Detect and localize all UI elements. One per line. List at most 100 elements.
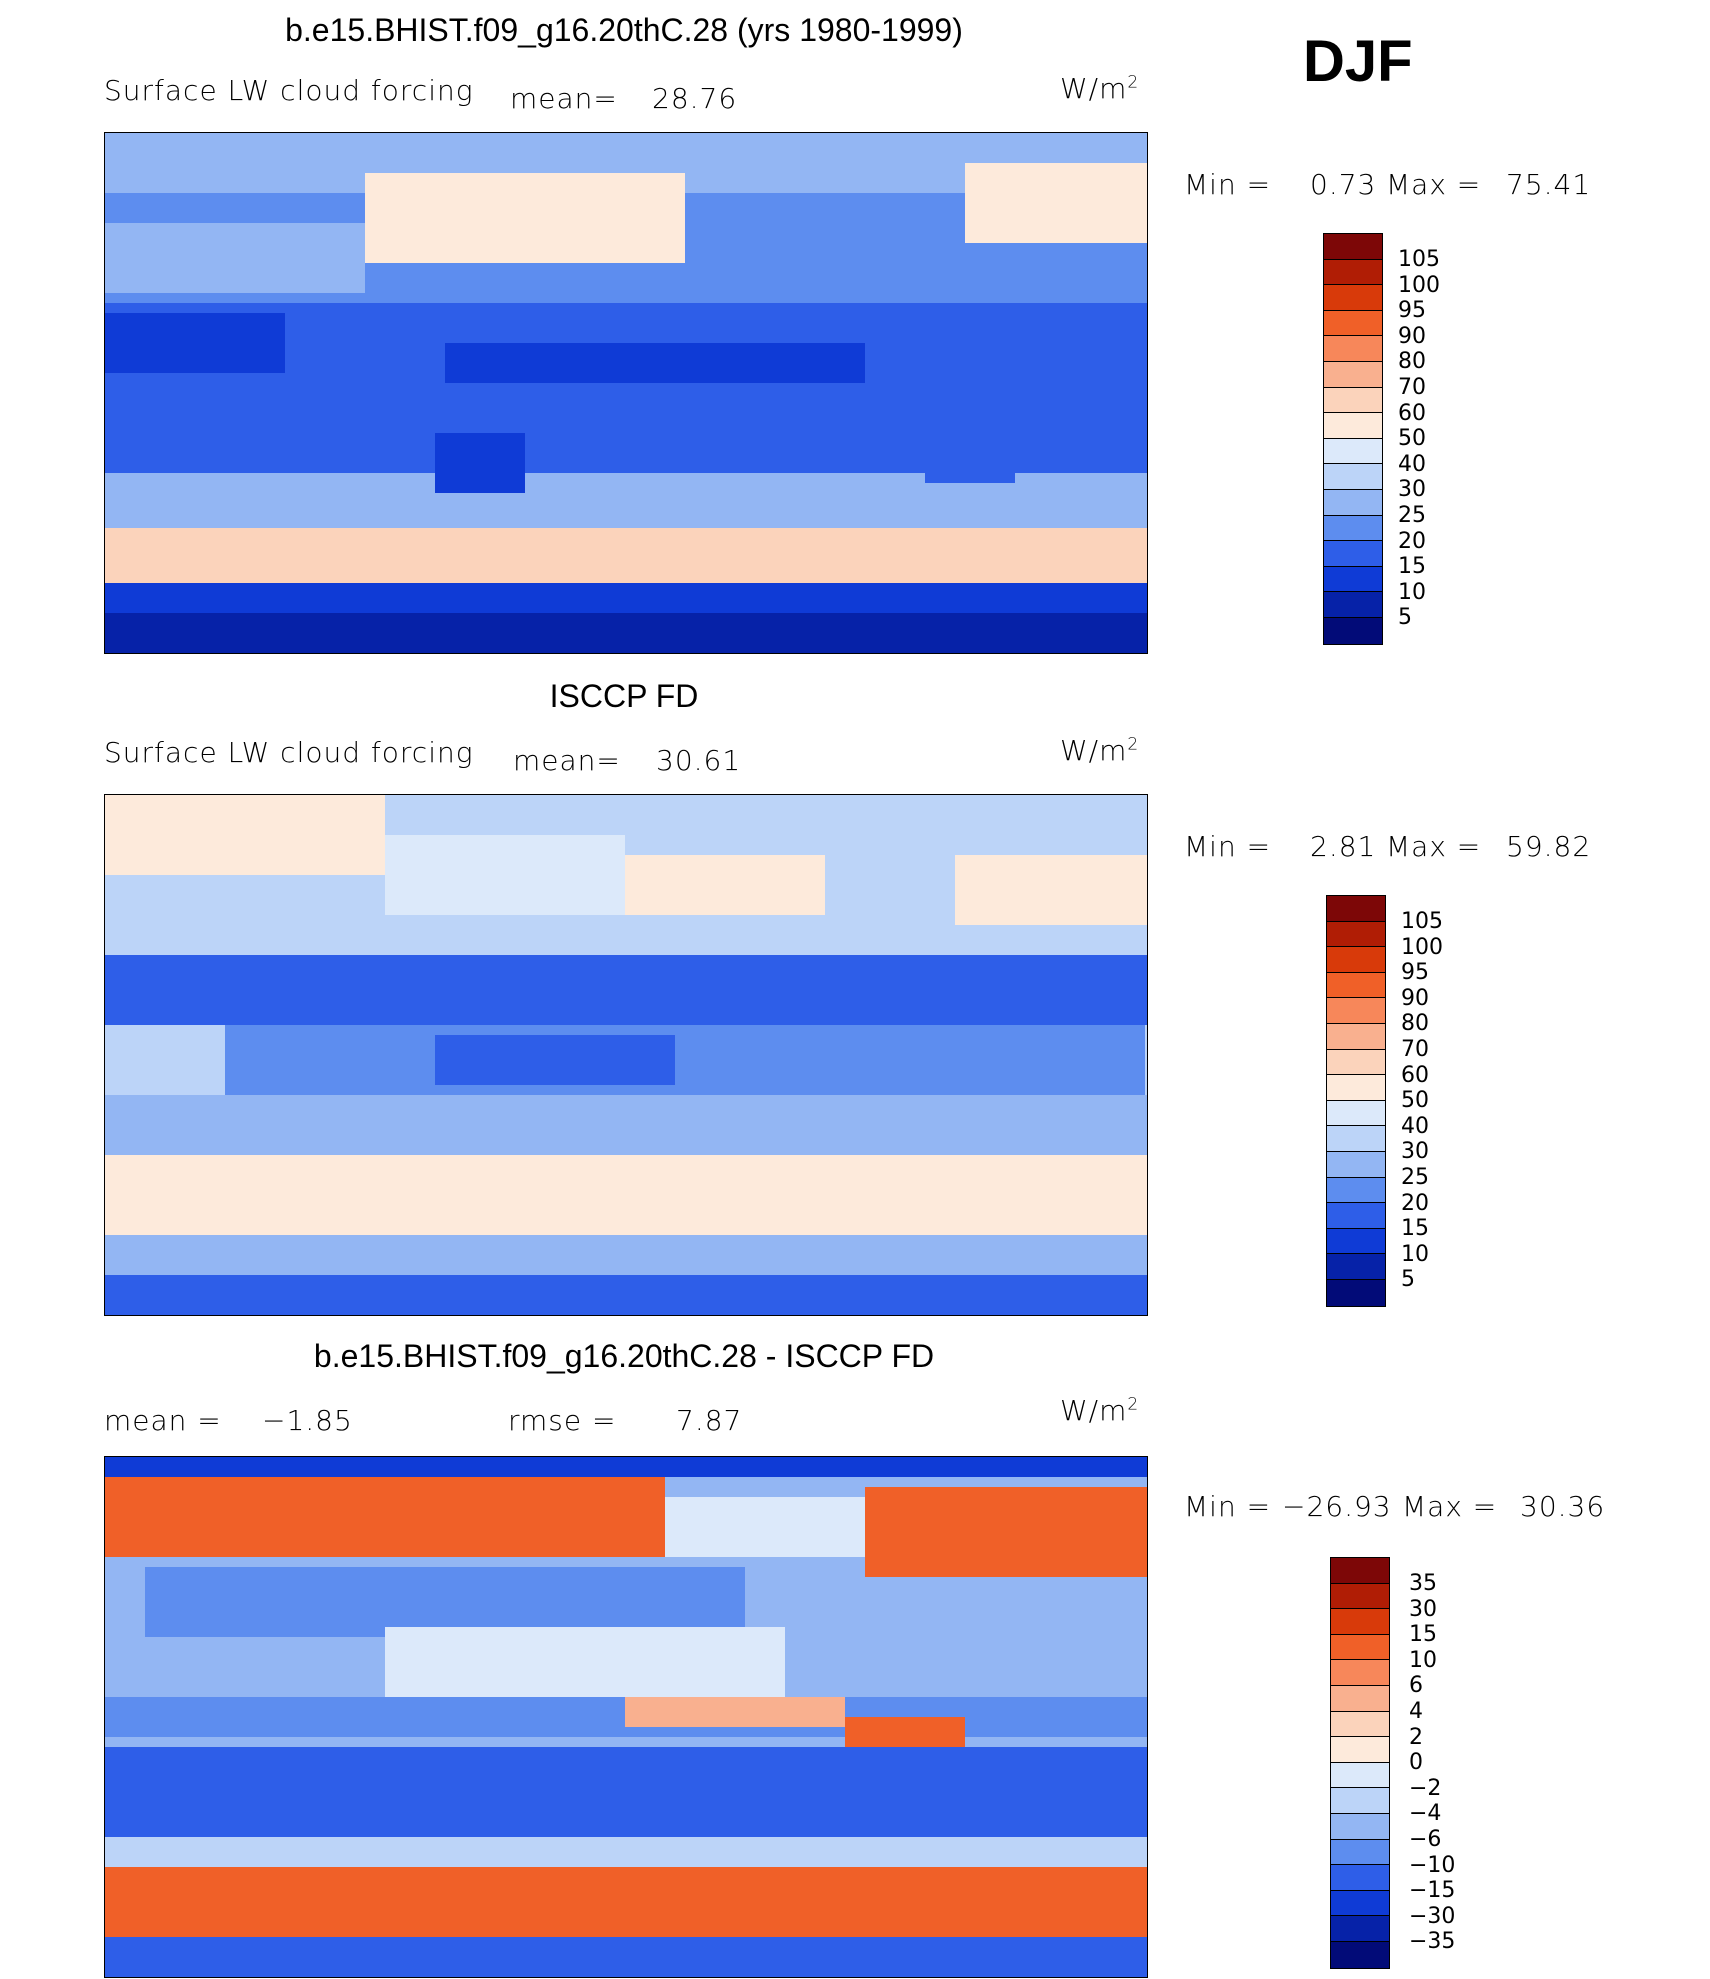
colorbar-tick-label: 10 [1401,1241,1429,1267]
colorbar-swatch [1331,1813,1389,1840]
panel3-max-value: 30.36 [1520,1490,1606,1523]
colorbar-tick-label: −2 [1409,1775,1442,1801]
colorbar-swatch [1327,1049,1385,1076]
colorbar-swatch [1327,998,1385,1024]
colorbar-swatch [1327,1023,1385,1050]
colorbar-swatch [1324,566,1382,593]
colorbar-tick-label: 0 [1409,1750,1423,1776]
panel2-map [104,794,1148,1316]
colorbar-swatch [1324,310,1382,337]
colorbar-swatch [1324,413,1382,439]
panel3-min-value: −26.93 [1282,1490,1392,1523]
panel2-colorbar-ticks: 105 100 95 90 80 70 60 50 40 30 25 20 15 10 5 [1401,909,1443,1293]
colorbar-swatch [1324,285,1382,311]
panel2-max-label: Max = [1386,830,1482,863]
panel3-units: W/m2 [1060,1394,1140,1427]
colorbar-tick-label: 15 [1398,554,1426,580]
colorbar-swatch [1327,947,1385,973]
colorbar-tick-label: 50 [1398,426,1426,452]
panel2-mean-value: 30.61 [656,744,742,777]
panel1-units: W/m2 [1060,72,1140,105]
colorbar-tick-label: 80 [1398,349,1426,375]
panel2-title: ISCCP FD [549,678,699,714]
colorbar-tick-label: 30 [1398,477,1426,503]
colorbar-swatch [1327,896,1385,922]
colorbar-swatch [1327,1126,1385,1152]
colorbar-tick-label: −30 [1409,1903,1456,1929]
colorbar-tick-label: 15 [1401,1216,1429,1242]
colorbar-swatch [1324,234,1382,260]
panel3-min-label: Min = [1184,1490,1272,1523]
colorbar-swatch [1324,464,1382,490]
colorbar-swatch [1331,1634,1389,1661]
colorbar-swatch [1331,1890,1389,1917]
colorbar-tick-label: 20 [1398,528,1426,554]
colorbar-swatch [1327,1203,1385,1229]
colorbar-swatch [1324,617,1382,644]
panel1-max-value: 75.41 [1506,168,1592,201]
colorbar-swatch [1327,1100,1385,1127]
panel2-min-label: Min = [1184,830,1272,863]
colorbar-swatch [1327,1228,1385,1255]
colorbar-swatch [1331,1558,1389,1584]
colorbar-swatch [1331,1865,1389,1891]
colorbar-swatch [1327,1279,1385,1306]
colorbar-swatch [1324,336,1382,362]
colorbar-tick-label: 90 [1398,323,1426,349]
panel2-colorbar [1326,895,1386,1307]
panel1-title: b.e15.BHIST.f09_g16.20thC.28 (yrs 1980-1… [285,12,963,48]
colorbar-tick-label: 25 [1398,502,1426,528]
colorbar-tick-label: 100 [1398,272,1440,298]
colorbar-tick-label: 60 [1398,400,1426,426]
colorbar-swatch [1324,541,1382,567]
panel1-min-label: Min = [1184,168,1272,201]
colorbar-tick-label: 10 [1409,1647,1437,1673]
season-label: DJF [1303,29,1413,94]
colorbar-swatch [1331,1916,1389,1942]
colorbar-tick-label: −35 [1409,1929,1456,1955]
colorbar-swatch [1331,1788,1389,1814]
panel2-max-value: 59.82 [1506,830,1592,863]
colorbar-swatch [1324,259,1382,286]
colorbar-swatch [1331,1711,1389,1738]
colorbar-tick-label: 6 [1409,1673,1423,1699]
panel1-colorbar [1323,233,1383,645]
panel3-colorbar [1330,1557,1390,1969]
colorbar-swatch [1331,1685,1389,1712]
colorbar-swatch [1327,1254,1385,1280]
colorbar-swatch [1331,1583,1389,1610]
colorbar-tick-label: −6 [1409,1826,1442,1852]
panel1-variable: Surface LW cloud forcing [104,74,474,107]
colorbar-tick-label: 4 [1409,1698,1423,1724]
colorbar-swatch [1331,1762,1389,1789]
colorbar-swatch [1324,515,1382,542]
colorbar-tick-label: 10 [1398,579,1426,605]
colorbar-tick-label: 100 [1401,934,1443,960]
panel2-variable: Surface LW cloud forcing [104,736,474,769]
panel3-mean-value: −1.85 [262,1404,353,1437]
panel3-mean-label: mean = [104,1404,222,1437]
panel1-map [104,132,1148,654]
panel3-rmse-label: rmse = [508,1404,617,1437]
colorbar-tick-label: 95 [1398,298,1426,324]
colorbar-tick-label: 60 [1401,1062,1429,1088]
panel3-title: b.e15.BHIST.f09_g16.20thC.28 - ISCCP FD [313,1338,935,1374]
panel3-rmse-value: 7.87 [676,1404,743,1437]
colorbar-swatch [1331,1941,1389,1968]
colorbar-swatch [1327,1151,1385,1178]
colorbar-swatch [1324,489,1382,516]
colorbar-tick-label: 105 [1401,909,1443,934]
colorbar-tick-label: 30 [1401,1139,1429,1165]
colorbar-tick-label: 20 [1401,1190,1429,1216]
colorbar-swatch [1331,1609,1389,1635]
colorbar-swatch [1327,1177,1385,1204]
panel2-units: W/m2 [1060,734,1140,767]
colorbar-swatch [1327,972,1385,999]
colorbar-tick-label: −15 [1409,1878,1456,1904]
colorbar-tick-label: 90 [1401,985,1429,1011]
panel1-mean-value: 28.76 [652,82,738,115]
panel2-min-value: 2.81 [1310,830,1377,863]
colorbar-tick-label: −10 [1409,1852,1456,1878]
panel3-max-label: Max = [1402,1490,1498,1523]
panel1-colorbar-ticks: 105 100 95 90 80 70 60 50 40 30 25 20 15 10 5 [1398,247,1440,631]
